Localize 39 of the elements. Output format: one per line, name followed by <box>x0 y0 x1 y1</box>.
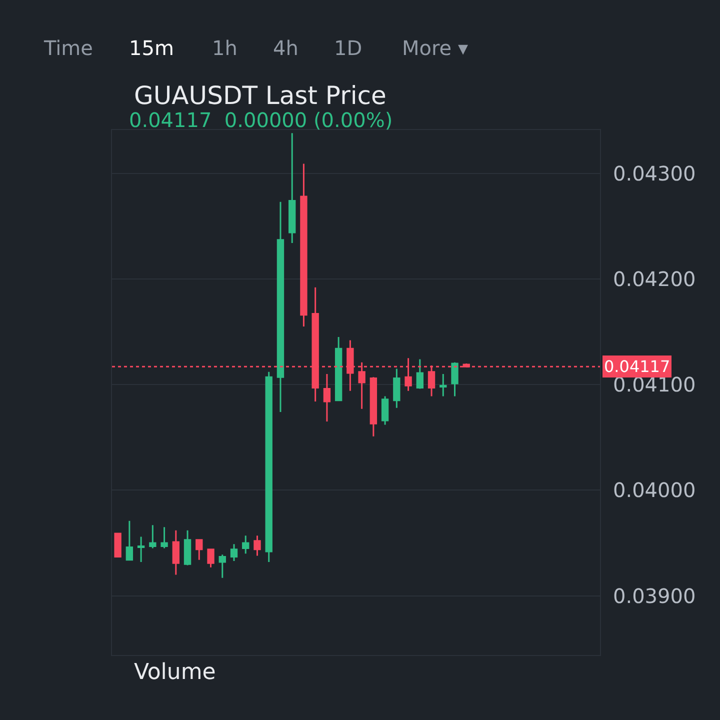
candlestick <box>265 371 272 563</box>
candlestick <box>196 539 203 561</box>
text: 1h <box>212 36 238 60</box>
text: 1D <box>334 36 362 60</box>
candlestick <box>288 132 296 244</box>
candlestick <box>137 536 145 563</box>
candlestick <box>334 336 342 402</box>
text: 4h <box>273 36 298 60</box>
candlestick <box>114 532 122 558</box>
candlestick <box>172 530 180 576</box>
candlestick <box>381 395 389 426</box>
candlestick <box>416 358 424 390</box>
y-tick-label: 0.04300 <box>613 161 696 186</box>
candlestick <box>149 524 156 550</box>
y-tick-label: 0.04000 <box>613 478 696 502</box>
candlestick <box>370 376 378 438</box>
y-tick-label: 0.04200 <box>613 266 696 291</box>
text: More ▾ <box>402 36 468 60</box>
candlestick <box>254 534 261 556</box>
candlestick <box>230 543 238 562</box>
chart-title: GUAUSDT Last Price <box>134 81 386 110</box>
text: Volume <box>134 660 216 685</box>
ref-line-label: 0.04117 <box>604 357 670 376</box>
candlestick <box>218 554 226 579</box>
candlestick <box>242 534 250 554</box>
chart-subtitle: 0.04117 0.00000 (0.00%) <box>129 108 393 132</box>
candlestick <box>451 362 458 397</box>
candlestick <box>300 163 308 328</box>
candlestick <box>323 373 331 422</box>
text: 15m <box>129 36 174 60</box>
candlestick <box>184 530 192 566</box>
candlestick <box>393 368 400 409</box>
y-tick-label: 0.03900 <box>613 584 696 608</box>
candlestick <box>207 548 214 568</box>
text: Time <box>43 36 93 60</box>
candlestick <box>126 520 134 561</box>
candlestick <box>440 373 447 397</box>
candlestick <box>276 201 284 413</box>
candlestick <box>160 526 168 550</box>
